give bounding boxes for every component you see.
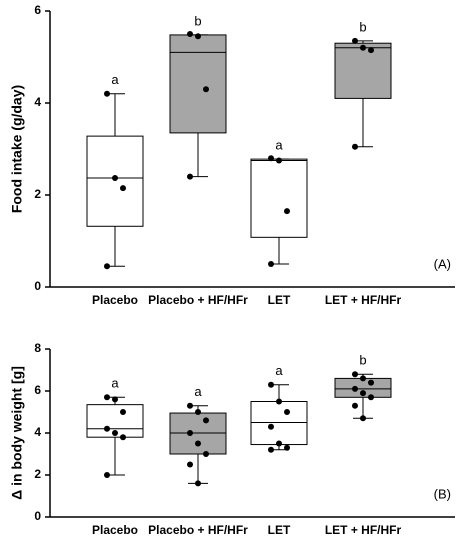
data-point: [104, 394, 110, 401]
data-point: [352, 371, 358, 378]
box: [86, 135, 144, 227]
data-point: [120, 185, 126, 192]
box: [169, 412, 227, 455]
x-tick-label: LET: [268, 293, 291, 307]
data-point: [104, 263, 110, 270]
x-tick-label: Placebo: [92, 523, 138, 537]
data-point: [187, 31, 193, 37]
data-point: [276, 440, 282, 447]
significance-letter: b: [359, 353, 366, 368]
data-point: [203, 451, 209, 457]
y-tick-label: 0: [34, 509, 41, 523]
y-tick-label: 2: [34, 467, 41, 481]
x-tick-label: LET + HF/HFr: [325, 523, 402, 537]
y-axis-label: Food intake (g/day): [9, 85, 25, 213]
panel-label: (A): [434, 256, 451, 271]
data-point: [360, 375, 366, 382]
y-axis-label: Δ in body weight [g]: [9, 366, 25, 500]
data-point: [268, 381, 274, 388]
data-point: [360, 44, 366, 51]
data-point: [120, 409, 126, 415]
x-tick-label: LET + HF/HFr: [325, 293, 402, 307]
data-point: [268, 446, 274, 453]
data-point: [112, 430, 118, 436]
data-point: [368, 379, 374, 386]
x-tick-label: Placebo + HF/HFr: [148, 293, 248, 307]
data-point: [195, 440, 201, 447]
data-point: [268, 261, 274, 267]
data-point: [187, 402, 193, 409]
data-point: [368, 394, 374, 401]
data-point: [352, 143, 358, 150]
data-point: [284, 444, 290, 451]
data-point: [104, 472, 110, 478]
data-point: [352, 37, 358, 44]
data-point: [360, 390, 366, 397]
data-point: [112, 396, 118, 403]
data-point: [120, 434, 126, 441]
data-point: [112, 174, 118, 181]
data-point: [195, 480, 201, 487]
y-tick-label: 6: [34, 3, 41, 17]
data-point: [276, 398, 282, 405]
significance-letter: a: [275, 138, 283, 153]
data-point: [268, 423, 274, 430]
y-tick-label: 4: [34, 95, 41, 109]
significance-letter: b: [359, 19, 366, 34]
data-point: [368, 47, 374, 54]
y-tick-label: 2: [34, 187, 41, 201]
data-point: [352, 385, 358, 392]
data-point: [187, 430, 193, 436]
box: [334, 42, 392, 99]
y-tick-label: 6: [34, 383, 41, 397]
data-point: [187, 173, 193, 180]
significance-letter: a: [194, 384, 202, 399]
data-point: [187, 461, 193, 468]
data-point: [195, 409, 201, 415]
y-tick-label: 0: [34, 279, 41, 293]
x-tick-label: Placebo: [92, 293, 138, 307]
box: [250, 401, 308, 446]
panel-label: (B): [434, 486, 451, 501]
data-point: [195, 33, 201, 40]
data-point: [276, 157, 282, 164]
significance-letter: a: [275, 363, 283, 378]
data-point: [352, 402, 358, 409]
data-point: [268, 155, 274, 162]
data-point: [203, 86, 209, 93]
box: [250, 158, 308, 238]
data-point: [104, 425, 110, 432]
box: [169, 34, 227, 134]
significance-letter: a: [111, 72, 119, 87]
x-tick-label: LET: [268, 523, 291, 537]
significance-letter: b: [194, 13, 201, 28]
data-point: [284, 208, 290, 215]
data-point: [203, 417, 209, 424]
data-point: [360, 415, 366, 422]
y-tick-label: 8: [34, 341, 41, 355]
y-tick-label: 4: [34, 425, 41, 439]
x-tick-label: Placebo + HF/HFr: [148, 523, 248, 537]
data-point: [284, 409, 290, 415]
data-point: [104, 90, 110, 97]
significance-letter: a: [111, 376, 119, 391]
